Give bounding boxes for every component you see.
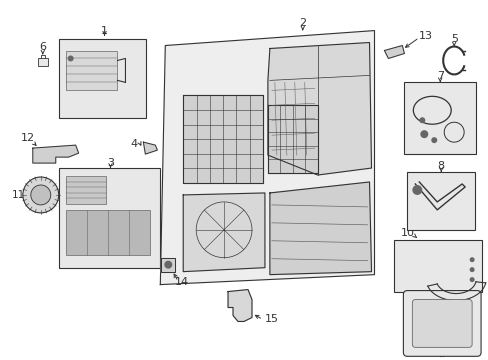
Circle shape [419, 117, 425, 123]
Text: 14: 14 [175, 276, 189, 287]
Circle shape [411, 185, 422, 195]
Circle shape [23, 177, 59, 213]
FancyBboxPatch shape [59, 39, 146, 118]
Text: 3: 3 [107, 158, 114, 168]
Polygon shape [33, 145, 79, 163]
Polygon shape [384, 45, 404, 58]
FancyBboxPatch shape [411, 300, 471, 347]
Text: 10: 10 [400, 228, 413, 238]
Text: 8: 8 [437, 161, 444, 171]
Circle shape [430, 137, 436, 143]
Polygon shape [143, 142, 157, 154]
Text: 6: 6 [39, 41, 46, 51]
FancyBboxPatch shape [407, 172, 474, 230]
Text: 9: 9 [438, 349, 445, 359]
FancyBboxPatch shape [394, 240, 481, 292]
FancyBboxPatch shape [38, 58, 48, 67]
Text: 1: 1 [101, 26, 108, 36]
Text: 5: 5 [450, 33, 457, 44]
Text: 7: 7 [436, 71, 443, 81]
Text: 15: 15 [264, 314, 278, 324]
Circle shape [67, 55, 74, 62]
FancyBboxPatch shape [404, 82, 475, 154]
Polygon shape [183, 193, 264, 272]
Circle shape [468, 267, 474, 272]
Circle shape [468, 257, 474, 262]
Text: 11: 11 [12, 190, 25, 200]
Text: 4: 4 [130, 139, 137, 149]
FancyBboxPatch shape [403, 291, 480, 356]
Polygon shape [267, 42, 371, 175]
Text: 2: 2 [299, 18, 305, 28]
Polygon shape [161, 258, 175, 272]
Polygon shape [227, 289, 251, 321]
FancyBboxPatch shape [65, 210, 150, 255]
Circle shape [31, 185, 51, 205]
Text: 12: 12 [20, 133, 35, 143]
Circle shape [420, 130, 427, 138]
Circle shape [164, 261, 172, 269]
FancyBboxPatch shape [65, 50, 117, 90]
Polygon shape [267, 105, 317, 173]
FancyBboxPatch shape [65, 176, 105, 204]
Polygon shape [269, 182, 371, 275]
Text: 13: 13 [419, 31, 432, 41]
Polygon shape [183, 95, 263, 183]
Polygon shape [160, 31, 374, 285]
FancyBboxPatch shape [59, 168, 160, 268]
Circle shape [468, 277, 474, 282]
